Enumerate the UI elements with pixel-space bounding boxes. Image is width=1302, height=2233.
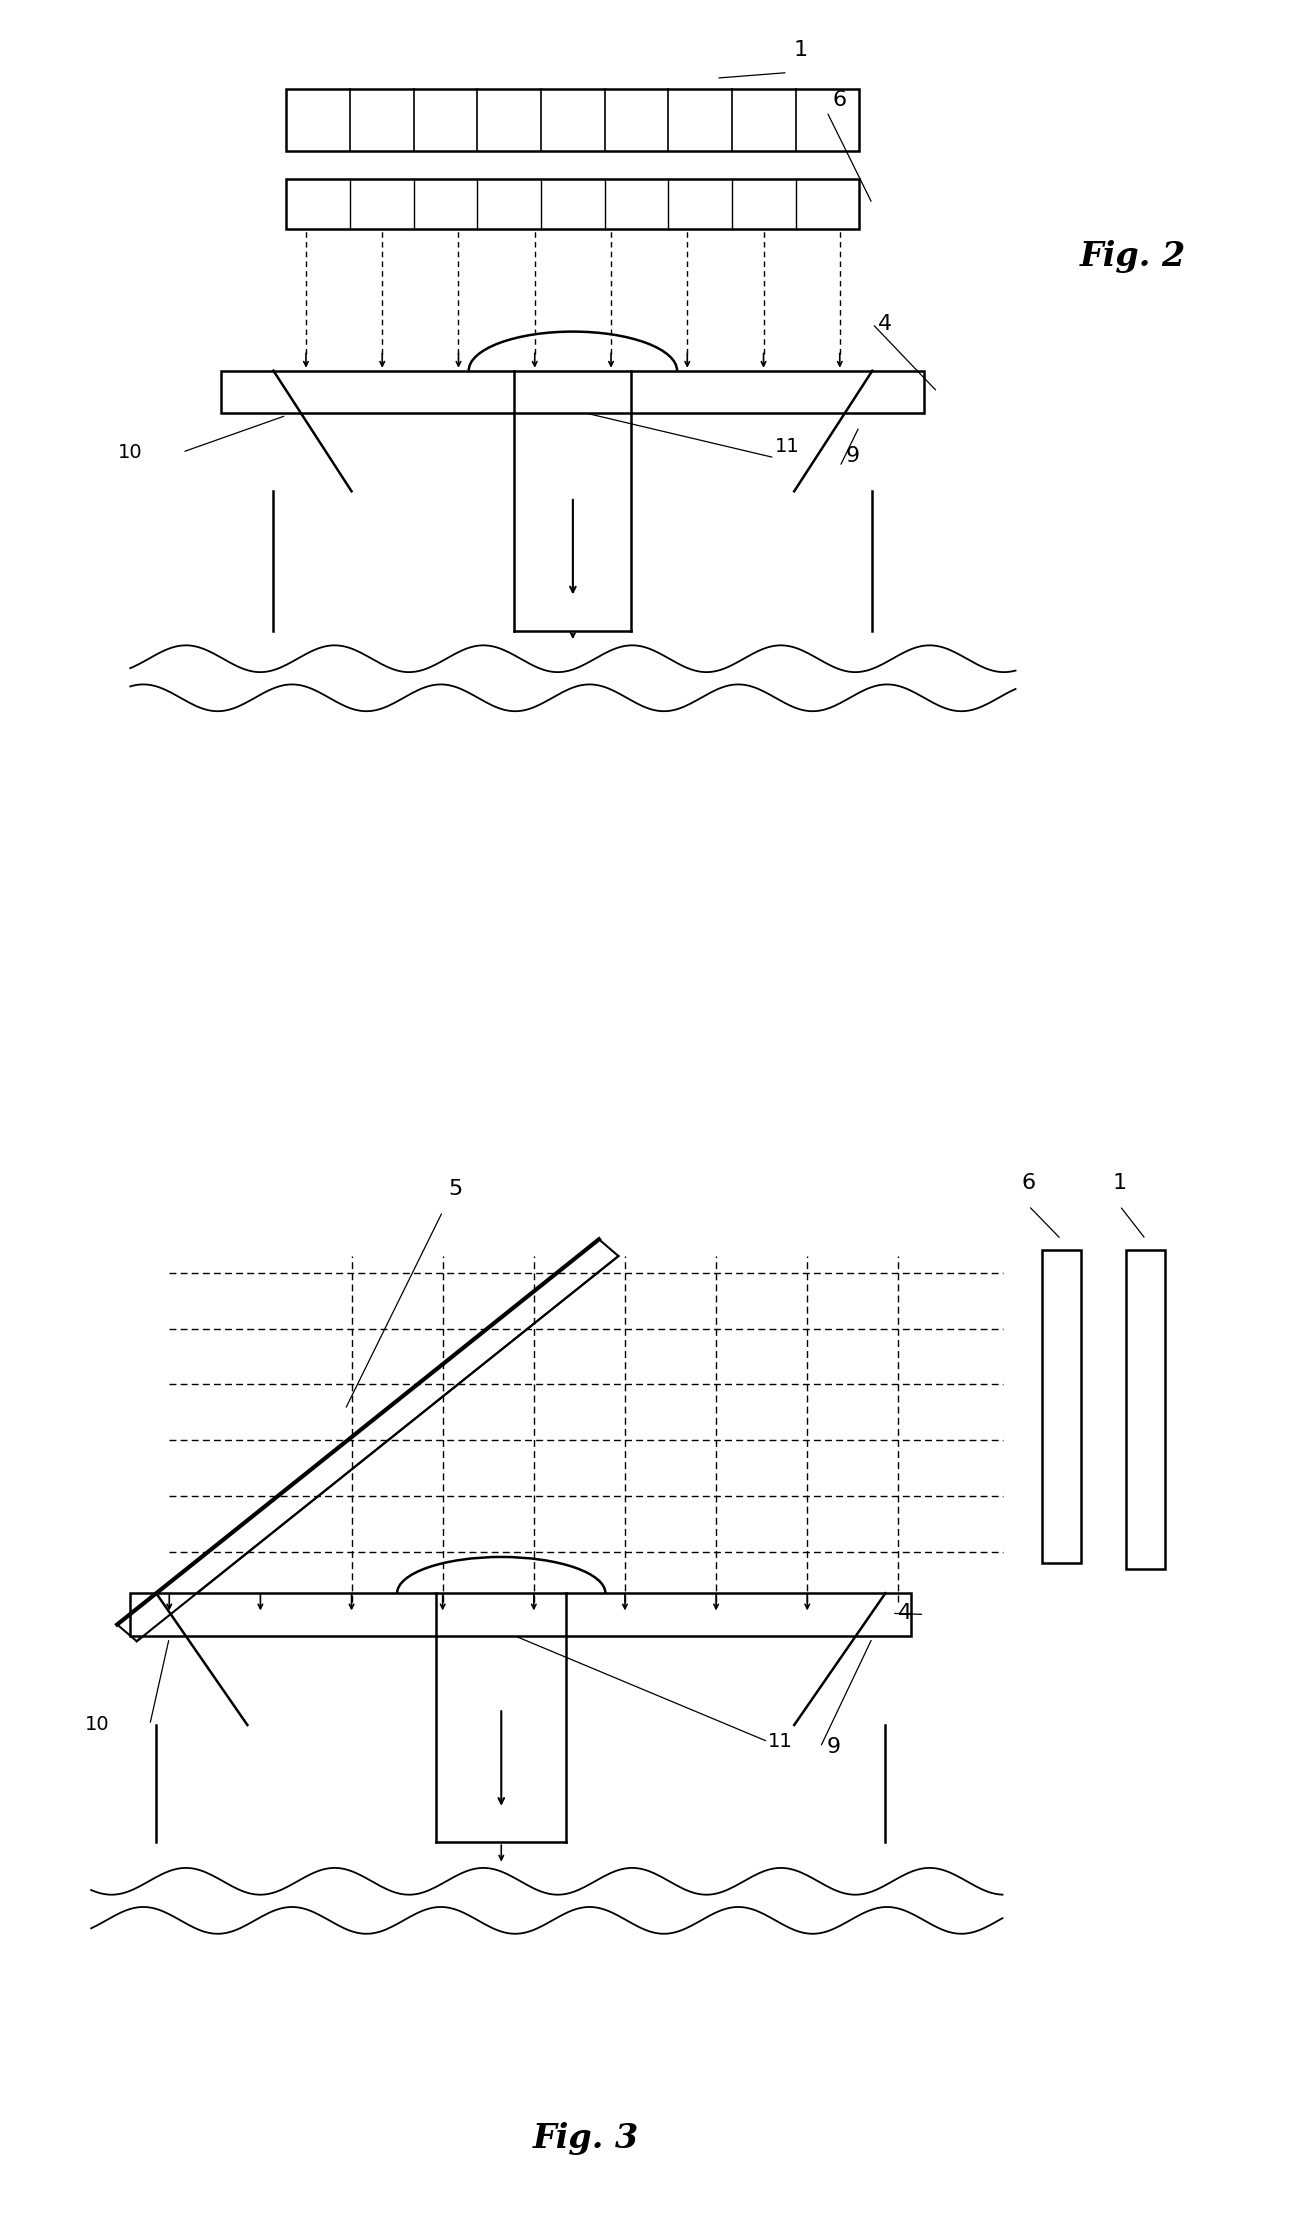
Bar: [286, 179, 859, 230]
Text: 9: 9: [827, 1737, 840, 1757]
Text: 11: 11: [775, 438, 799, 456]
Text: 6: 6: [833, 92, 846, 109]
Text: 11: 11: [768, 1733, 793, 1751]
Text: 6: 6: [1022, 1175, 1035, 1192]
Text: 1: 1: [794, 40, 807, 60]
Text: 1: 1: [1113, 1175, 1126, 1192]
Bar: [1042, 1250, 1081, 1563]
Text: 9: 9: [846, 447, 859, 464]
Bar: [286, 89, 859, 152]
Text: 5: 5: [449, 1179, 462, 1199]
Polygon shape: [117, 1239, 618, 1641]
Text: 10: 10: [118, 442, 142, 462]
Bar: [130, 1594, 911, 1635]
Text: Fig. 3: Fig. 3: [533, 2121, 639, 2155]
Text: 10: 10: [86, 1715, 109, 1735]
Text: 4: 4: [879, 315, 892, 333]
Bar: [1126, 1250, 1165, 1568]
Text: 4: 4: [898, 1603, 911, 1623]
Text: Fig. 2: Fig. 2: [1079, 241, 1186, 272]
Bar: [221, 371, 924, 413]
